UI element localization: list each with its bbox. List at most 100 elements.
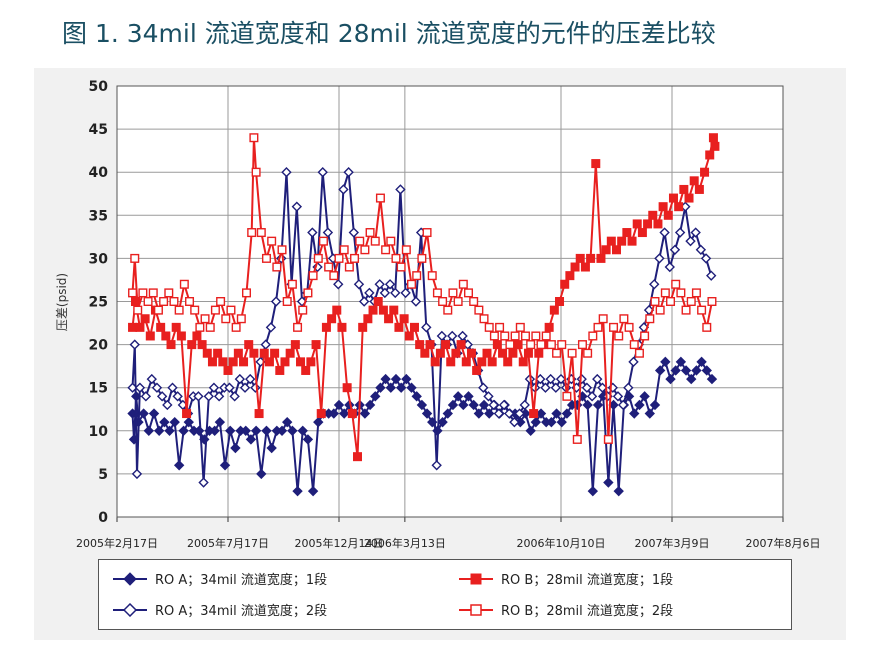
data-point	[468, 399, 479, 411]
data-point	[575, 253, 585, 263]
data-point	[374, 279, 385, 290]
data-point	[560, 279, 570, 289]
data-point	[536, 340, 546, 350]
data-point	[339, 245, 349, 255]
data-point	[229, 391, 240, 402]
data-point	[385, 382, 396, 393]
data-point	[332, 305, 342, 315]
data-point	[649, 399, 661, 411]
data-point	[266, 442, 277, 454]
data-point	[146, 373, 157, 385]
data-point	[241, 288, 251, 298]
data-point	[619, 314, 629, 324]
x-tick-label: 2005年12月14日	[295, 536, 384, 550]
data-point	[395, 382, 407, 393]
data-point	[287, 425, 298, 436]
data-point	[138, 408, 149, 419]
data-point	[427, 271, 437, 281]
data-point	[187, 340, 197, 350]
data-point	[380, 373, 391, 385]
data-point	[198, 477, 209, 488]
data-point	[634, 348, 644, 358]
data-point	[296, 357, 306, 367]
legend-label: RO A；34mil 流道宽度；2段	[155, 604, 328, 619]
data-point	[327, 314, 337, 324]
data-point	[561, 408, 573, 419]
data-point	[549, 305, 559, 315]
y-tick-label: 45	[89, 122, 108, 138]
data-point	[298, 305, 308, 315]
data-point	[140, 314, 150, 324]
data-point	[324, 262, 334, 272]
data-point	[684, 193, 694, 203]
data-point	[264, 357, 274, 367]
data-point	[287, 279, 297, 289]
data-point	[593, 322, 603, 332]
data-point	[689, 176, 699, 186]
data-point	[214, 416, 226, 428]
data-point	[334, 253, 344, 263]
data-point	[446, 357, 456, 367]
series-3	[128, 133, 720, 462]
data-point	[333, 399, 345, 411]
data-point	[577, 340, 587, 350]
series-4	[128, 133, 717, 444]
data-point	[425, 340, 435, 350]
data-point	[617, 399, 629, 411]
data-point	[592, 373, 603, 385]
data-point	[582, 399, 593, 411]
data-point	[629, 408, 640, 419]
data-point	[700, 167, 710, 177]
y-tick-label: 15	[89, 381, 108, 397]
data-point	[228, 357, 238, 367]
data-point	[437, 416, 448, 428]
y-tick-label: 25	[89, 295, 108, 311]
data-point	[190, 305, 200, 315]
data-point	[556, 416, 567, 428]
data-point	[395, 184, 406, 195]
x-tick-label: 2007年3月9日	[635, 536, 710, 550]
data-point	[452, 391, 464, 402]
data-point	[342, 383, 352, 393]
data-point	[706, 270, 717, 281]
data-point	[514, 408, 525, 419]
data-point	[515, 322, 525, 332]
data-point	[338, 408, 350, 419]
data-point	[580, 262, 590, 272]
legend-label: RO B；28mil 流道宽度；1段	[501, 573, 674, 588]
data-point	[210, 305, 220, 315]
data-point	[151, 382, 163, 393]
data-point	[226, 305, 236, 315]
data-point	[400, 287, 411, 299]
plot-frame	[116, 85, 784, 518]
data-point	[546, 416, 557, 428]
data-point	[358, 322, 368, 332]
data-point	[399, 314, 409, 324]
legend-label: RO B；28mil 流道宽度；2段	[501, 604, 674, 619]
data-point	[365, 228, 375, 238]
data-point	[174, 305, 184, 315]
data-point	[407, 279, 417, 289]
data-point	[225, 425, 236, 436]
data-point	[706, 373, 718, 385]
data-point	[272, 262, 282, 272]
data-point	[513, 340, 523, 350]
data-point	[680, 365, 692, 376]
data-point	[412, 271, 422, 281]
data-point	[705, 150, 715, 160]
data-point	[183, 416, 194, 428]
data-point	[676, 288, 686, 298]
data-point	[557, 340, 567, 350]
data-point	[270, 296, 282, 307]
legend-swatch-filled-square-icon	[459, 573, 493, 584]
data-point	[401, 373, 412, 385]
data-point	[176, 331, 186, 341]
data-point	[477, 357, 487, 367]
data-point	[311, 340, 321, 350]
data-point	[603, 434, 613, 444]
data-point	[265, 322, 277, 333]
data-point	[565, 271, 575, 281]
data-point	[438, 297, 448, 307]
data-point	[303, 288, 313, 298]
data-point	[456, 340, 466, 350]
